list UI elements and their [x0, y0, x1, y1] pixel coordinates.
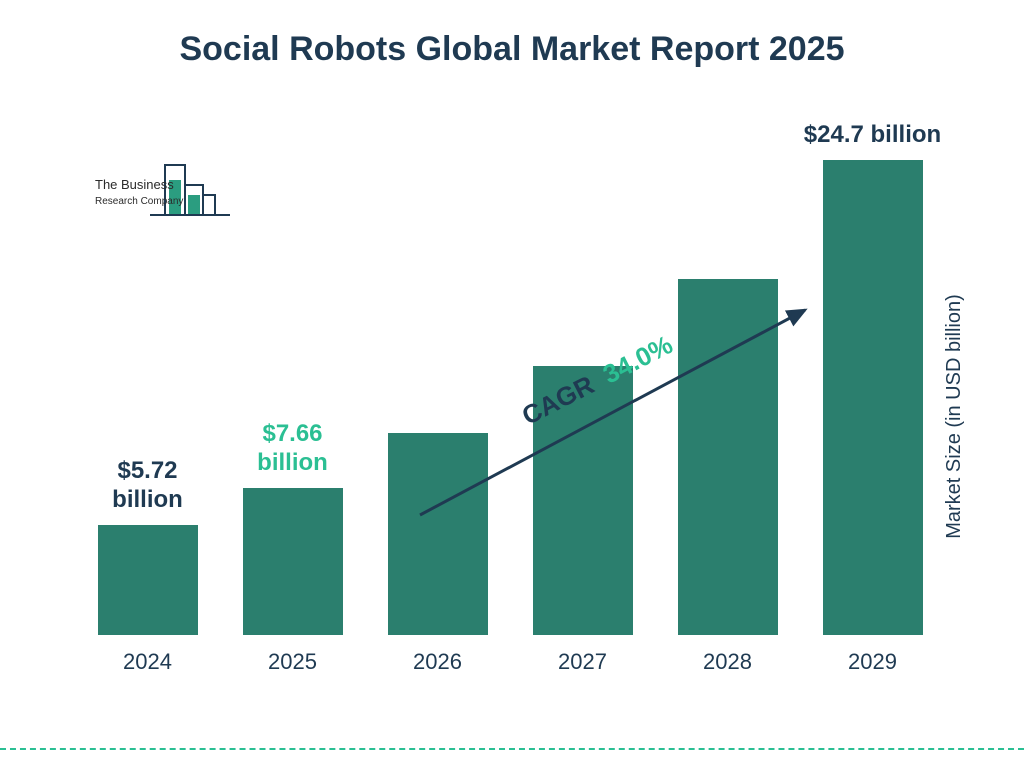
page-title: Social Robots Global Market Report 2025 — [0, 30, 1024, 69]
bottom-divider — [0, 748, 1024, 750]
bar-2024: $5.72 billion — [98, 525, 198, 635]
bar-2028 — [678, 279, 778, 635]
y-axis-label: Market Size (in USD billion) — [944, 294, 967, 539]
x-tick-label: 2025 — [243, 649, 343, 675]
x-tick-label: 2028 — [678, 649, 778, 675]
x-tick-label: 2027 — [533, 649, 633, 675]
bar-2029: $24.7 billion — [823, 160, 923, 635]
x-tick-label: 2029 — [823, 649, 923, 675]
bar-value-label: $7.66 billion — [238, 420, 348, 478]
x-tick-label: 2024 — [98, 649, 198, 675]
bar-value-label: $24.7 billion — [788, 121, 958, 150]
bar-2026 — [388, 433, 488, 635]
bar-2025: $7.66 billion — [243, 488, 343, 635]
bar-rect — [98, 525, 198, 635]
bar-chart: $5.72 billion$7.66 billion$24.7 billion … — [75, 135, 945, 675]
bar-rect — [678, 279, 778, 635]
bar-value-label: $5.72 billion — [93, 457, 203, 515]
bar-rect — [823, 160, 923, 635]
bar-rect — [388, 433, 488, 635]
x-tick-label: 2026 — [388, 649, 488, 675]
bar-rect — [243, 488, 343, 635]
